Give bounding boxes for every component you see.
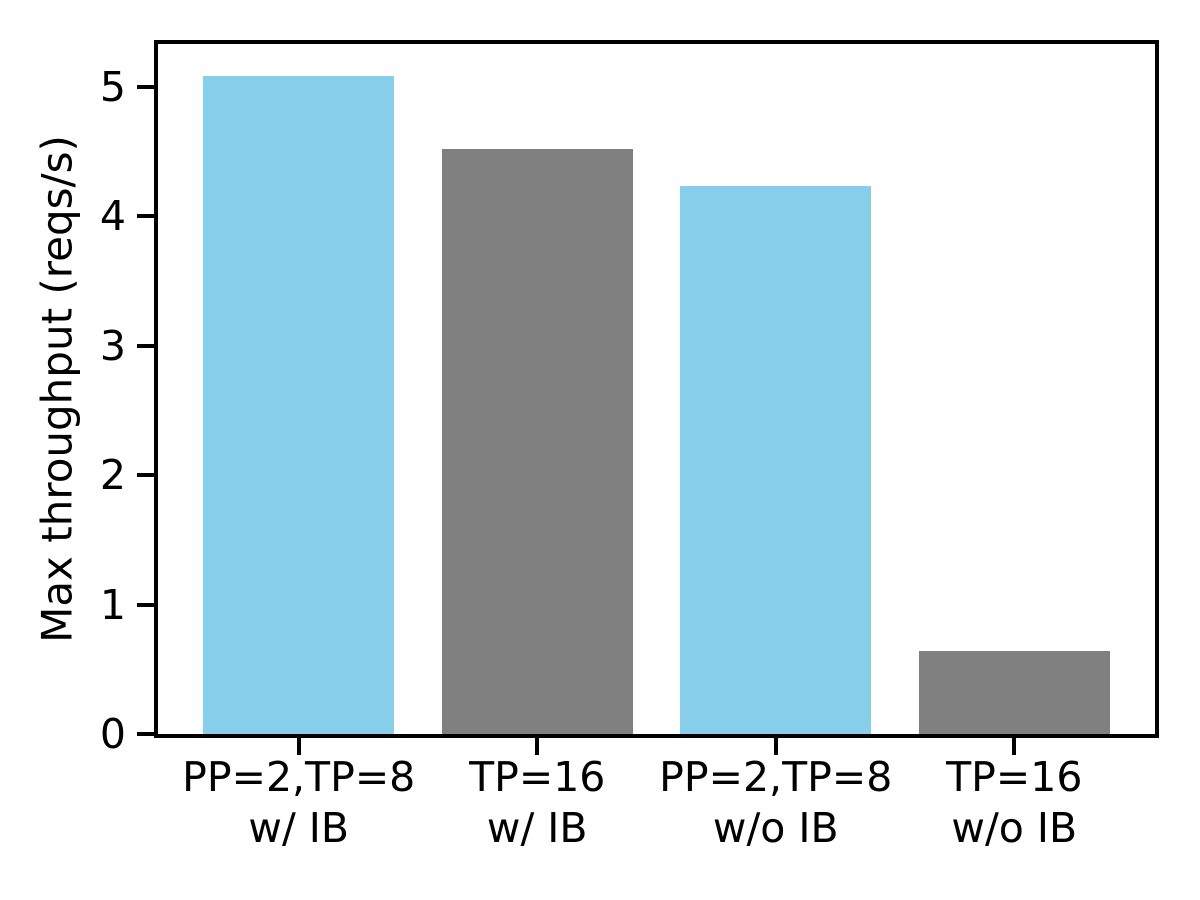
y-tick-label: 0 [99,710,126,758]
x-tick-label-line: TP=16 [469,753,606,801]
x-tick-label: TP=16 w/o IB [854,752,1174,854]
y-tick-label: 2 [99,451,126,500]
y-tick-label: 5 [99,62,126,111]
x-tick-label: PP=2,TP=8 w/ IB [139,752,459,854]
x-tick-mark [296,738,301,755]
x-tick-label-line: PP=2,TP=8 [182,753,416,801]
y-tick-mark [137,602,154,607]
y-tick-label: 1 [99,580,126,629]
x-tick-label-line: w/ IB [248,804,350,852]
x-tick-label-line: TP=16 [946,753,1083,801]
y-tick-label: 3 [99,321,126,370]
x-tick-label-line: PP=2,TP=8 [659,753,893,801]
x-tick-label-line: w/ IB [486,804,588,852]
bar-3 [680,186,872,734]
y-tick-mark [137,732,154,736]
y-tick-mark [137,473,154,478]
plot-area [154,40,1159,738]
x-tick-label: TP=16 w/ IB [377,752,697,854]
bar-2 [441,148,633,734]
bar-1 [203,76,395,734]
y-tick-label: 4 [99,192,126,241]
y-tick-mark [137,343,154,348]
x-tick-mark [773,738,778,755]
x-tick-label-line: w/o IB [712,804,839,852]
x-tick-label: PP=2,TP=8 w/o IB [616,752,936,854]
y-tick-mark [137,214,154,219]
x-tick-mark [1012,738,1017,755]
y-tick-mark [137,84,154,89]
x-tick-mark [535,738,540,755]
bar-4 [918,651,1110,734]
x-tick-label-line: w/o IB [951,804,1078,852]
